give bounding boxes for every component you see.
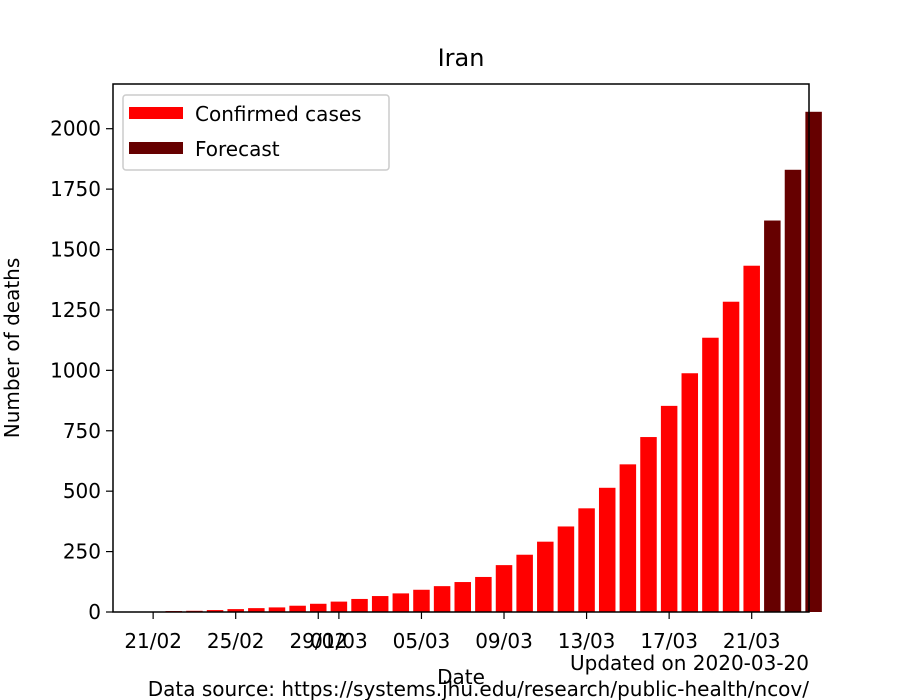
plot-frame	[112, 83, 810, 613]
bar-confirmed-23	[598, 487, 616, 612]
x-tick-label: 29/02	[289, 629, 347, 653]
bar-forecast-31	[764, 220, 781, 612]
updated-annotation: Updated on 2020-03-20	[570, 651, 809, 675]
bar-confirmed-12	[371, 596, 389, 612]
y-tick-label: 0	[88, 600, 101, 624]
legend-box	[122, 94, 390, 171]
bar-confirmed-14	[413, 589, 430, 612]
bar-confirmed-7	[268, 607, 286, 612]
x-tick-label: 13/03	[558, 629, 616, 653]
bar-confirmed-22	[578, 508, 595, 612]
legend-label-forecast: Forecast	[195, 137, 280, 161]
bar-confirmed-16	[454, 582, 471, 612]
legend-label-confirmed: Confirmed cases	[195, 102, 362, 126]
y-tick-label: 1500	[50, 238, 101, 262]
source-annotation: Data source: https://systems.jhu.edu/res…	[148, 677, 810, 700]
bar-confirmed-18	[495, 565, 513, 612]
bar-confirmed-9	[310, 603, 327, 612]
bar-confirmed-11	[351, 598, 368, 612]
y-tick-label: 1000	[50, 358, 101, 382]
y-tick-label: 750	[63, 419, 101, 443]
x-tick-label: 05/03	[393, 629, 451, 653]
bar-confirmed-26	[660, 405, 678, 612]
legend-swatch-confirmed	[129, 107, 183, 119]
x-tick-label: 17/03	[640, 629, 698, 653]
bar-confirmed-21	[557, 526, 575, 612]
y-axis: 0 250 500 750 1000 1250 1500 1750 2000	[50, 117, 113, 624]
bar-confirmed-17	[475, 576, 492, 612]
y-tick-label: 1250	[50, 298, 101, 322]
bar-confirmed-8	[289, 605, 306, 612]
y-tick-label: 1750	[50, 177, 101, 201]
y-tick-label: 250	[63, 540, 101, 564]
x-tick-label: 21/02	[124, 629, 182, 653]
y-axis-label: Number of deaths	[0, 258, 24, 439]
bar-confirmed-25	[640, 437, 657, 612]
bar-forecast-32	[784, 169, 802, 612]
chart-title: Iran	[438, 44, 485, 72]
legend-swatch-forecast	[129, 142, 183, 154]
bar-confirmed-10	[330, 601, 348, 612]
bar-confirmed-4	[206, 610, 224, 612]
bar-confirmed-13	[392, 593, 410, 612]
bars-group	[144, 111, 822, 612]
bar-confirmed-29	[722, 301, 740, 612]
bar-confirmed-5	[227, 609, 244, 612]
bar-confirmed-20	[537, 541, 554, 612]
x-tick-label: 21/03	[723, 629, 781, 653]
x-axis-label: Date	[437, 665, 485, 689]
y-tick-label: 2000	[50, 117, 101, 141]
bar-confirmed-30	[743, 265, 760, 612]
x-tick-label: 25/02	[207, 629, 265, 653]
x-tick-label: 01/03	[310, 629, 368, 653]
bar-forecast-33	[805, 111, 822, 612]
bar-confirmed-28	[702, 337, 719, 612]
bar-confirmed-27	[681, 373, 699, 612]
legend: Confirmed cases Forecast	[122, 94, 390, 171]
bar-confirmed-19	[516, 554, 533, 612]
bar-confirmed-24	[619, 464, 637, 612]
bar-confirmed-15	[433, 586, 451, 612]
bar-confirmed-6	[248, 608, 265, 612]
y-tick-label: 500	[63, 479, 101, 503]
x-tick-label: 09/03	[475, 629, 533, 653]
